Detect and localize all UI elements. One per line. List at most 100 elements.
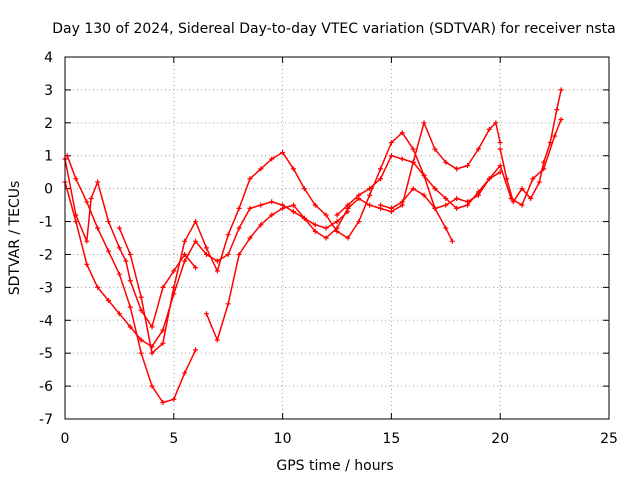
data-point — [95, 225, 101, 231]
data-point — [486, 176, 492, 182]
data-point — [432, 205, 438, 211]
data-point — [236, 225, 242, 231]
data-point — [138, 337, 144, 343]
y-tick-label: 1 — [44, 149, 53, 165]
data-point — [171, 268, 177, 274]
data-point — [493, 120, 499, 126]
x-tick-label: 10 — [274, 431, 292, 447]
data-point — [345, 235, 351, 241]
x-tick-label: 20 — [491, 431, 509, 447]
x-tick-label: 5 — [169, 431, 178, 447]
data-point — [323, 235, 329, 241]
data-point — [225, 251, 231, 257]
data-point — [378, 166, 384, 172]
data-point — [106, 248, 112, 254]
series-line — [499, 89, 562, 203]
data-point — [225, 232, 231, 238]
data-point — [301, 215, 307, 221]
series-line — [64, 181, 349, 348]
data-point — [64, 153, 70, 159]
series-track-5 — [203, 120, 503, 343]
data-point — [378, 176, 384, 182]
data-point — [73, 212, 79, 218]
data-point — [541, 159, 547, 165]
y-tick-label: -7 — [39, 412, 53, 428]
data-point — [410, 146, 416, 152]
data-point — [356, 219, 362, 225]
data-point — [247, 205, 253, 211]
data-point — [334, 225, 340, 231]
data-point — [554, 107, 560, 113]
data-point — [367, 186, 373, 192]
y-tick-label: -1 — [39, 215, 53, 231]
data-point — [160, 340, 166, 346]
data-point — [269, 199, 275, 205]
data-point — [247, 176, 253, 182]
data-point — [465, 199, 471, 205]
series-track-8 — [497, 87, 564, 205]
data-point — [280, 205, 286, 211]
data-point — [410, 186, 416, 192]
data-point — [449, 238, 455, 244]
data-point — [95, 179, 101, 185]
data-point — [214, 337, 220, 343]
data-point — [160, 327, 166, 333]
data-point — [160, 400, 166, 406]
data-point — [547, 140, 553, 146]
data-point — [443, 202, 449, 208]
data-point — [323, 212, 329, 218]
data-point — [497, 140, 503, 146]
data-point — [84, 238, 90, 244]
y-tick-label: -4 — [39, 313, 53, 329]
data-point — [558, 87, 564, 93]
data-point — [127, 304, 133, 310]
data-point — [116, 271, 122, 277]
data-point — [247, 235, 253, 241]
x-tick-label: 0 — [61, 431, 70, 447]
data-point — [127, 278, 133, 284]
data-point — [367, 202, 373, 208]
y-tick-label: -3 — [39, 280, 53, 296]
data-point — [73, 219, 79, 225]
series-track-1 — [62, 179, 351, 350]
y-tick-label: -6 — [39, 379, 53, 395]
data-point — [475, 192, 481, 198]
data-point — [258, 166, 264, 172]
data-point — [138, 307, 144, 313]
series-line — [380, 119, 562, 210]
data-point — [123, 258, 129, 264]
data-point — [421, 192, 427, 198]
data-point — [269, 212, 275, 218]
data-point — [127, 324, 133, 330]
data-point — [388, 140, 394, 146]
data-point — [116, 311, 122, 317]
data-point — [552, 133, 558, 139]
data-point — [528, 196, 534, 202]
data-point — [88, 196, 94, 202]
data-point — [203, 311, 209, 317]
data-point — [312, 202, 318, 208]
data-point — [258, 202, 264, 208]
data-point — [225, 301, 231, 307]
data-point — [454, 205, 460, 211]
data-point — [388, 153, 394, 159]
x-tick-label: 15 — [382, 431, 400, 447]
data-point — [236, 205, 242, 211]
x-tick-label: 25 — [600, 431, 618, 447]
data-point — [443, 196, 449, 202]
series-track-4 — [116, 130, 503, 356]
data-point — [454, 196, 460, 202]
data-point — [443, 225, 449, 231]
y-axis-label: SDTVAR / TECUs — [7, 181, 23, 296]
data-point — [149, 350, 155, 356]
data-point — [312, 222, 318, 228]
y-tick-label: 3 — [44, 83, 53, 99]
data-point — [193, 219, 199, 225]
data-point — [95, 284, 101, 290]
data-point — [301, 186, 307, 192]
data-point — [519, 202, 525, 208]
plot-frame — [64, 56, 610, 420]
data-point — [127, 251, 133, 257]
data-point — [203, 245, 209, 251]
data-point — [504, 176, 510, 182]
